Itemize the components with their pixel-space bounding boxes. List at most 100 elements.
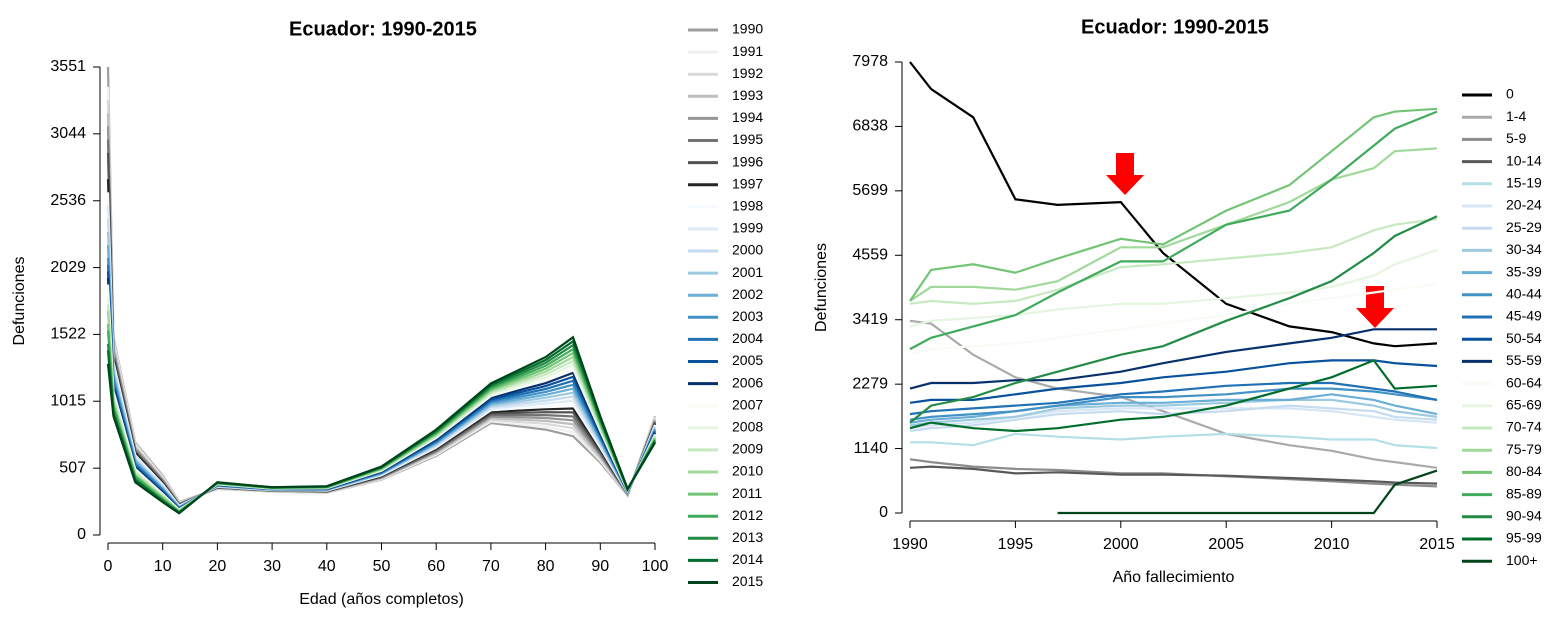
legend-label: 2003: [732, 308, 763, 324]
legend-label: 90-94: [1506, 508, 1542, 524]
legend-label: 2012: [732, 507, 763, 523]
legend-label: 55-59: [1506, 352, 1542, 368]
data-line: [909, 283, 1438, 356]
legend-label: 2015: [732, 573, 763, 589]
x-tick-label: 2015: [1419, 536, 1455, 553]
arrow: [1356, 286, 1394, 328]
data-line: [909, 215, 1438, 424]
data-line: [909, 217, 1438, 305]
y-tick-label: 7978: [852, 53, 888, 70]
data-line: [909, 328, 1437, 390]
legend-label: 1990: [732, 21, 763, 37]
legend-label: 1996: [732, 153, 763, 169]
y-tick-label: 4559: [852, 246, 888, 263]
legend-label: 2000: [732, 242, 763, 258]
data-line: [106, 335, 656, 515]
legend-label: 30-34: [1506, 241, 1542, 257]
data-line: [909, 249, 1438, 328]
legend-label: 2002: [732, 286, 763, 302]
x-tick-label: 100: [642, 558, 669, 575]
legend-label: 1992: [732, 65, 763, 81]
x-tick-label: 2000: [1103, 536, 1139, 553]
legend-label: 50-54: [1506, 330, 1542, 346]
data-line: [909, 387, 1438, 421]
legend-label: 10-14: [1506, 152, 1542, 168]
legend-label: 1993: [732, 87, 763, 103]
legend-label: 80-84: [1506, 463, 1542, 479]
y-tick-label: 5699: [852, 182, 888, 199]
data-line: [909, 458, 1438, 488]
data-line: [1057, 469, 1438, 515]
y-tick-label: 2029: [50, 259, 86, 276]
legend-label: 40-44: [1506, 286, 1542, 302]
legend-label: 2006: [732, 374, 763, 390]
data-line: [106, 86, 657, 505]
legend-label: 2010: [732, 463, 763, 479]
data-line: [106, 100, 657, 505]
legend-label: 2011: [732, 485, 762, 501]
legend-label: 45-49: [1506, 308, 1542, 324]
legend-label: 1995: [732, 131, 763, 147]
x-tick-label: 50: [373, 558, 391, 575]
legend-label: 35-39: [1506, 263, 1542, 279]
y-tick-label: 0: [77, 526, 86, 543]
legend-label: 2007: [732, 396, 763, 412]
legend-label: 1998: [732, 198, 763, 214]
data-line: [106, 113, 657, 505]
data-line: [909, 381, 1438, 416]
legend-label: 2014: [732, 551, 763, 567]
legend-label: 85-89: [1506, 485, 1542, 501]
y-tick-label: 6838: [852, 118, 888, 135]
legend-label: 2013: [732, 529, 763, 545]
legend-label: 2004: [732, 330, 763, 346]
data-line: [909, 110, 1438, 351]
chart-title: Ecuador: 1990-2015: [1081, 16, 1269, 38]
x-tick-label: 1995: [998, 536, 1034, 553]
data-line: [909, 61, 1438, 348]
data-line: [909, 147, 1438, 302]
x-tick-label: 70: [482, 558, 500, 575]
x-tick-label: 0: [104, 558, 113, 575]
y-tick-label: 3551: [50, 58, 86, 75]
legend-label: 0: [1506, 86, 1514, 102]
y-tick-label: 2279: [852, 375, 888, 392]
y-tick-label: 3044: [50, 125, 86, 142]
legend-label: 2008: [732, 419, 763, 435]
data-line: [909, 393, 1438, 424]
data-line: [909, 319, 1438, 469]
legend-label: 70-74: [1506, 419, 1542, 435]
x-tick-label: 10: [154, 558, 172, 575]
data-line: [909, 404, 1438, 433]
x-tick-label: 30: [263, 558, 281, 575]
y-tick-label: 2536: [50, 192, 86, 209]
y-tick-label: 1140: [854, 440, 889, 457]
x-tick-label: 2005: [1208, 536, 1244, 553]
chart-title: Ecuador: 1990-2015: [289, 18, 477, 40]
y-tick-label: 0: [879, 504, 888, 521]
x-tick-label: 2010: [1314, 536, 1350, 553]
legend-label: 75-79: [1506, 441, 1542, 457]
y-tick-label: 1015: [50, 392, 86, 409]
legend-label: 1999: [732, 220, 763, 236]
legend-label: 5-9: [1506, 130, 1526, 146]
legend-label: 1991: [732, 43, 763, 59]
data-line: [106, 66, 657, 504]
x-tick-label: 90: [591, 558, 609, 575]
x-tick-label: 1990: [892, 536, 928, 553]
legend-label: 20-24: [1506, 197, 1542, 213]
legend-label: 1997: [732, 175, 763, 191]
y-axis-label: Defunciones: [11, 257, 28, 346]
data-line: [106, 152, 657, 507]
data-line: [909, 407, 1438, 430]
data-line: [909, 465, 1438, 485]
legend-label: 95-99: [1506, 530, 1542, 546]
x-axis-label: Año fallecimiento: [1113, 569, 1235, 586]
data-line: [909, 398, 1438, 427]
x-tick-label: 20: [209, 558, 227, 575]
legend-label: 1-4: [1506, 108, 1526, 124]
x-tick-label: 60: [427, 558, 445, 575]
legend-label: 25-29: [1506, 219, 1542, 235]
x-tick-label: 40: [318, 558, 336, 575]
legend-label: 15-19: [1506, 175, 1542, 191]
